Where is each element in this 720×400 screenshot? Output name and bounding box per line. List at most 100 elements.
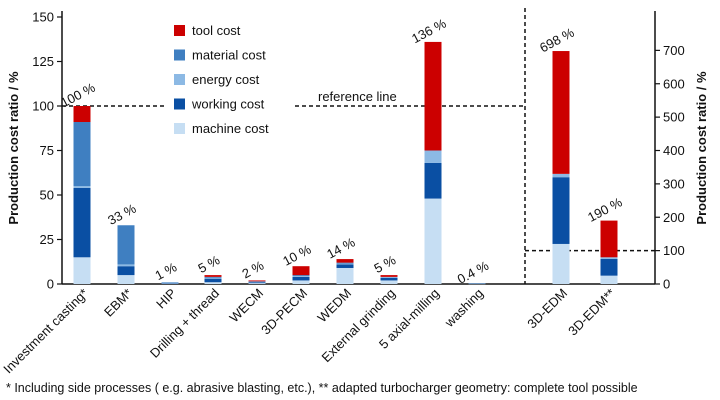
bar-segment-material	[292, 275, 310, 276]
bar-segment-working	[292, 276, 310, 281]
bar-segment-working	[380, 277, 398, 281]
labels-layer: 100 %Investment casting*33 %EBM*1 %HIP5 …	[0, 15, 625, 376]
bar-segment-material	[117, 225, 135, 265]
bar-segment-machine	[600, 275, 618, 284]
right-tick-label: 700	[663, 43, 685, 58]
right-tick-label: 300	[663, 176, 685, 191]
bar-segment-machine	[336, 267, 354, 284]
bar-segment-working	[552, 177, 570, 244]
bar-segment-material	[248, 281, 266, 282]
bar-segment-machine	[292, 280, 310, 284]
bar-segment-tool	[204, 275, 222, 277]
y-axis-title-left: Production cost ratio / %	[6, 71, 21, 225]
legend-swatch-tool	[174, 25, 185, 36]
bar-segment-energy	[552, 173, 570, 178]
bar-segment-tool	[73, 106, 91, 123]
category-label: WECM	[226, 286, 266, 326]
category-label: 3D-PECM	[258, 286, 310, 338]
category-label: washing	[441, 286, 486, 331]
category-label: HIP	[153, 286, 179, 312]
bar-segment-energy	[248, 281, 266, 283]
y-axis-title-right: Production cost ratio / %	[694, 71, 709, 225]
legend-label-material: material cost	[192, 48, 266, 63]
left-tick-label: 125	[32, 54, 54, 69]
bar-total-label: 1 %	[152, 259, 179, 283]
bar-segment-material	[204, 276, 222, 278]
right-tick-label: 0	[663, 277, 670, 292]
bar-segment-energy	[380, 276, 398, 278]
right-tick-label: 400	[663, 143, 685, 158]
left-tick-label: 150	[32, 10, 54, 25]
legend-swatch-energy	[174, 74, 185, 85]
legend-label-energy: energy cost	[192, 72, 260, 87]
legend-label-working: working cost	[191, 97, 265, 112]
right-tick-label: 200	[663, 210, 685, 225]
footnote: * Including side processes ( e.g. abrasi…	[6, 381, 638, 395]
bar-segment-machine	[424, 198, 442, 284]
bar-segment-working	[600, 258, 618, 276]
bar-segment-tool	[292, 266, 310, 276]
legend-swatch-machine	[174, 123, 185, 134]
bar-segment-energy	[424, 150, 442, 163]
category-label: 3D-EDM**	[565, 286, 618, 339]
bar-segment-machine	[552, 243, 570, 284]
bar-total-label: 5 %	[195, 252, 222, 276]
bar-segment-energy	[292, 275, 310, 277]
legend-swatch-material	[174, 49, 185, 61]
category-label: 3D-EDM	[524, 286, 570, 332]
bar-segment-machine	[117, 275, 135, 284]
bar-segment-energy	[161, 282, 179, 283]
bar-total-label: 10 %	[280, 241, 314, 268]
legend-swatch-working	[174, 98, 185, 110]
legend-label-tool: tool cost	[192, 23, 241, 38]
right-tick-label: 600	[663, 76, 685, 91]
bar-segment-working	[117, 266, 135, 276]
category-label: WEDM	[314, 286, 354, 326]
bar-segment-working	[248, 282, 266, 284]
left-tick-label: 50	[40, 188, 54, 203]
bar-segment-working	[204, 278, 222, 283]
bar-total-label: 14 %	[324, 234, 358, 261]
bar-segment-energy	[600, 257, 618, 259]
bar-segment-machine	[380, 280, 398, 284]
bar-total-label: 136 %	[409, 15, 449, 46]
legend-label-machine: machine cost	[192, 121, 269, 136]
bar-segment-energy	[117, 264, 135, 267]
bar-segment-tool	[336, 259, 354, 263]
bar-segment-material	[73, 122, 91, 187]
bar-segment-energy	[468, 283, 486, 284]
bar-segment-machine	[248, 283, 266, 284]
left-tick-label: 25	[40, 232, 54, 247]
bar-segment-working	[336, 264, 354, 268]
bar-segment-working	[424, 162, 442, 199]
legend: tool cost material cost energy cost working…	[174, 23, 269, 136]
bar-segment-tool	[552, 51, 570, 174]
bar-segment-machine	[161, 283, 179, 284]
bar-segment-tool	[380, 275, 398, 277]
bar-segment-energy	[336, 263, 354, 265]
bar-total-label: 5 %	[371, 252, 398, 276]
bar-segment-tool	[424, 41, 442, 151]
bar-total-label: 33 %	[105, 201, 139, 228]
bar-segment-tool	[600, 220, 618, 258]
bar-segment-energy	[73, 186, 91, 188]
bar-total-label: 698 %	[537, 25, 577, 56]
right-tick-label: 100	[663, 243, 685, 258]
axes-layer: 0 25 50 75 100 125 150 0 100 200 300 400 500 600 700	[32, 8, 685, 292]
bar-segment-material	[336, 262, 354, 264]
left-tick-label: 75	[40, 143, 54, 158]
left-tick-label: 100	[32, 99, 54, 114]
bar-segment-working	[161, 282, 179, 284]
bars-layer	[73, 41, 618, 285]
bar-total-label: 0.4 %	[455, 258, 492, 287]
category-label: Investment casting*	[0, 286, 91, 377]
right-tick-label: 500	[663, 110, 685, 125]
bar-total-label: 2 %	[239, 257, 266, 281]
bar-segment-working	[73, 187, 91, 258]
bar-total-label: 190 %	[585, 194, 625, 225]
reference-line-label: reference line	[318, 89, 397, 104]
left-tick-label: 0	[47, 277, 54, 292]
bar-segment-machine	[73, 257, 91, 284]
